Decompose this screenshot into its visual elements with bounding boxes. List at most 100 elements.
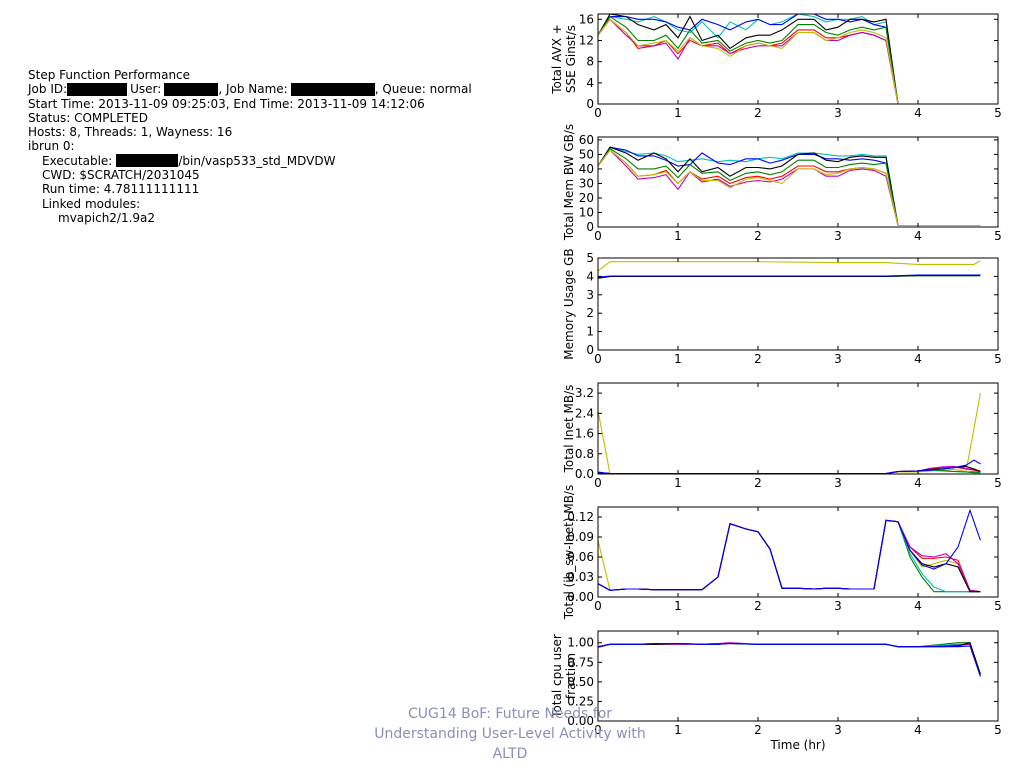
hosts-line: Hosts: 8, Threads: 1, Wayness: 16 (28, 125, 233, 140)
y-tick-label: 12 (579, 33, 594, 47)
x-tick-label: 1 (674, 723, 682, 737)
module-item: mvapich2/1.9a2 (58, 210, 156, 225)
y-tick-label: 8 (586, 55, 594, 69)
series-line-7 (597, 149, 981, 227)
series-line-1 (597, 393, 981, 475)
linked-modules-line: Linked modules: (42, 196, 141, 211)
x-tick-label: 5 (994, 476, 1002, 490)
x-tick-label: 3 (834, 229, 842, 243)
series-line-4 (597, 642, 981, 675)
plot-frame (597, 506, 999, 598)
runtime-line: Run time: 4.78111111111 (42, 182, 200, 197)
x-tick-label: 4 (914, 723, 922, 737)
y-tick-label: 60 (579, 133, 594, 147)
redacted-user (164, 82, 219, 96)
series-line-7 (597, 18, 981, 105)
y-axis-label: Total Mem BW GB/s (562, 124, 576, 241)
series-line-5 (597, 18, 981, 105)
series-line-1 (597, 13, 981, 105)
job-id-label: Job ID: (28, 82, 68, 97)
chart-panel-5: 0.00 0.03 0.06 0.09 0.12 0 1 2 3 4 5 Total (ib_sw-I… (562, 485, 1002, 620)
queue-text: , Queue: normal (374, 82, 472, 97)
cwd-line: CWD: $SCRATCH/2031045 (42, 168, 200, 183)
y-tick-label: 0 (586, 343, 594, 357)
x-tick-label: 2 (754, 476, 762, 490)
x-tick-label: 4 (914, 106, 922, 120)
x-tick-label: 2 (754, 599, 762, 613)
y-tick-label: 0.03 (567, 570, 594, 584)
job-id-line: Job ID: User: , Job Name: , Queue: norma… (28, 82, 472, 96)
y-axis-label: Total AVX + (550, 24, 564, 95)
ibrun-line: ibrun 0: (28, 139, 75, 154)
plot-frame (597, 136, 999, 228)
x-tick-label: 1 (674, 599, 682, 613)
x-tick-label: 1 (674, 476, 682, 490)
x-tick-label: 4 (914, 352, 922, 366)
slide-footer: CUG14 BoF: Future Needs for Understandin… (374, 706, 646, 762)
y-tick-label: 1.00 (567, 636, 594, 650)
x-tick-label: 0 (594, 106, 602, 120)
executable-path: /bin/vasp533_std_MDVDW (178, 153, 336, 168)
time-line: Start Time: 2013-11-09 09:25:03, End Tim… (28, 96, 425, 111)
chart-panel-6: 0.00 0.25 0.50 0.75 1.00 0 1 2 3 4 5 Total cpu user… (550, 630, 1002, 752)
series-line-1 (597, 146, 981, 227)
series-line-5 (597, 519, 981, 593)
series-line-2 (597, 13, 981, 105)
y-axis-label: Total (ib_sw-Inet) MB/s (562, 485, 576, 620)
series-line-6 (597, 465, 981, 475)
y-tick-label: 0.00 (567, 590, 594, 604)
x-tick-label: 0 (594, 476, 602, 490)
x-tick-label: 1 (674, 106, 682, 120)
series-line-2 (597, 146, 981, 227)
y-tick-label: 0.0 (575, 467, 594, 481)
x-tick-label: 2 (754, 106, 762, 120)
y-tick-label: 2.4 (575, 406, 594, 420)
y-tick-label: 0.12 (567, 510, 594, 524)
y-tick-label: 20 (579, 191, 594, 205)
y-tick-label: 40 (579, 162, 594, 176)
series-line-3 (597, 642, 981, 675)
series-line-5 (597, 642, 981, 677)
series-line-2 (597, 642, 981, 676)
y-tick-label: 1 (586, 325, 594, 339)
job-info-panel: Step Function Performance Job ID: User: … (28, 68, 472, 225)
redacted-job-id (67, 82, 128, 96)
y-tick-label: 0.06 (567, 550, 594, 564)
y-tick-label: 4 (586, 76, 594, 90)
y-axis-label: fraction (564, 653, 578, 699)
x-tick-label: 0 (594, 599, 602, 613)
y-axis-label: Total cpu user (550, 634, 564, 719)
chart-panel-4: 0.0 0.8 1.6 2.4 3.2 0 1 2 3 4 5 Total Inet MB/s (562, 382, 1002, 490)
x-tick-label: 3 (834, 723, 842, 737)
x-tick-label: 5 (994, 106, 1002, 120)
x-tick-label: 5 (994, 352, 1002, 366)
y-tick-label: 1.6 (575, 427, 594, 441)
y-axis-label: SSE Ginst/s (564, 25, 578, 93)
series-line-4 (597, 147, 981, 227)
x-tick-label: 3 (834, 106, 842, 120)
user-label: User: (130, 82, 162, 97)
series-line-5 (597, 274, 981, 278)
y-tick-label: 0.50 (567, 675, 594, 689)
x-tick-label: 0 (594, 723, 602, 737)
x-tick-label: 0 (594, 352, 602, 366)
series-line-3 (597, 146, 981, 227)
y-tick-label: 2 (586, 306, 594, 320)
y-tick-label: 16 (579, 12, 594, 26)
y-axis-label: Memory Usage GB (562, 248, 576, 359)
x-tick-label: 2 (754, 229, 762, 243)
series-line-7 (597, 508, 981, 591)
plot-frame (597, 630, 999, 722)
x-tick-label: 2 (754, 352, 762, 366)
series-line-1 (597, 260, 981, 272)
y-tick-label: 0 (586, 97, 594, 111)
x-tick-label: 5 (994, 599, 1002, 613)
executable-line: Executable: /bin/vasp533_std_MDVDW (28, 154, 472, 168)
status-line: Status: COMPLETED (28, 110, 148, 125)
x-tick-label: 1 (674, 352, 682, 366)
x-tick-label: 3 (834, 599, 842, 613)
y-tick-label: 50 (579, 147, 594, 161)
